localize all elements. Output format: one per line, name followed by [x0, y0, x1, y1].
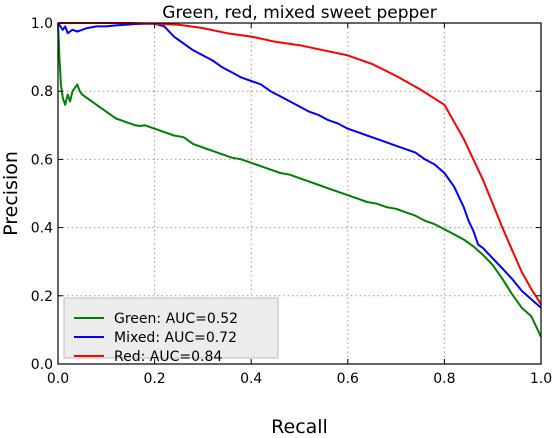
series-line-mixed: [57, 22, 542, 309]
series-lines: [57, 22, 542, 338]
chart-title: Green, red, mixed sweet pepper: [162, 3, 436, 23]
plot-frame: [57, 22, 542, 365]
legend-label-green: Green: AUC=0.52: [114, 311, 238, 327]
y-tick-label: 0.0: [31, 357, 53, 373]
x-tick-label: 0.2: [143, 371, 165, 387]
axis-ticks: 0.0 0.2 0.4 0.6 0.8 1.0 0.0 0.2 0.4 0.6 0.8 1.0: [31, 16, 552, 387]
y-tick-label: 0.2: [31, 289, 53, 305]
legend-label-mixed: Mixed: AUC=0.72: [114, 330, 237, 346]
x-tick-label: 0.4: [240, 371, 262, 387]
legend-label-red: Red: AUC=0.84: [114, 349, 222, 365]
x-tick-label: 0.0: [47, 371, 69, 387]
series-line-red: [58, 22, 542, 305]
legend-box: [63, 297, 279, 359]
x-tick-label: 1.0: [530, 371, 552, 387]
y-tick-label: 0.8: [31, 84, 53, 100]
x-tick-label: 0.8: [433, 371, 455, 387]
y-tick-label: 1.0: [31, 16, 53, 32]
y-tick-label: 0.6: [31, 152, 53, 168]
legend: Green: AUC=0.52 Mixed: AUC=0.72 Red: AUC=0…: [63, 297, 279, 365]
y-axis-title: Precision: [0, 151, 22, 236]
x-tick-label: 0.6: [337, 371, 359, 387]
y-tick-label: 0.4: [31, 221, 53, 237]
x-axis-title: Recall: [271, 416, 328, 438]
series-line-green: [57, 22, 542, 338]
